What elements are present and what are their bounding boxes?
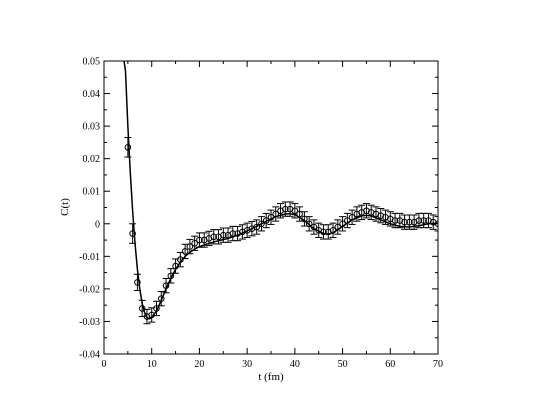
data-point [157,290,165,307]
point-marker [191,240,198,247]
point-marker [272,210,280,218]
y-tick-label: 0.04 [83,89,101,100]
data-point [262,212,270,229]
point-marker [186,243,194,250]
point-marker [148,311,156,319]
data-point [148,307,156,323]
axis-tick-labels: 0 10 20 30 40 50 60 70 -0.04 -0.03 -0.02 -0.01 0 0.01… [79,57,443,371]
point-marker [134,279,141,286]
data-point [129,223,137,244]
point-marker [229,230,237,237]
point-marker [401,218,408,226]
y-axis-label: C(t) [59,198,71,216]
point-marker [420,217,427,224]
x-tick-label: 20 [194,359,204,370]
y-tick-label: 0.01 [83,187,101,198]
data-point [205,230,213,247]
y-tick-label: -0.01 [79,252,100,263]
point-marker [344,217,351,224]
point-marker [391,217,399,224]
data-point [167,268,175,284]
y-tick-label: -0.04 [79,350,100,361]
data-point [257,216,265,232]
point-marker [291,207,299,215]
point-marker [348,213,356,221]
data-point [377,207,385,224]
data-point [124,137,132,158]
data-point [343,212,351,229]
x-axis-label: t (fm) [258,371,284,383]
data-point [152,300,160,317]
data-point [329,222,337,238]
point-marker [320,228,327,236]
point-marker [262,217,270,224]
data-points-layer [124,137,438,325]
point-marker [157,295,165,302]
point-marker [415,217,423,224]
data-point [434,216,438,232]
data-point [315,222,323,238]
point-marker [210,233,218,241]
point-marker [310,223,318,231]
point-marker [162,282,170,289]
point-marker [406,218,413,226]
point-marker [167,272,175,280]
point-marker [219,231,227,239]
point-marker [177,256,184,263]
x-tick-label: 60 [385,359,395,370]
data-point [267,209,275,225]
data-point [272,206,280,222]
data-point [348,209,356,225]
x-tick-label: 30 [242,359,252,370]
point-marker [258,220,265,228]
point-marker [296,210,303,218]
axis-ticks [103,60,439,355]
point-marker [181,248,189,255]
y-tick-label: -0.02 [79,284,100,295]
data-point [181,243,189,260]
y-tick-label: 0.03 [83,122,101,133]
y-tick-label: 0 [95,219,100,230]
point-marker [153,305,160,312]
x-tick-label: 50 [338,359,348,370]
data-point [296,206,304,222]
point-marker [196,236,203,244]
data-point [133,273,141,292]
x-tick-label: 70 [433,359,443,370]
point-marker [334,223,342,231]
point-marker [305,220,313,228]
x-tick-label: 10 [147,359,157,370]
point-marker [253,223,260,231]
point-marker [329,226,337,234]
x-tick-label: 0 [102,359,107,370]
data-point [300,211,308,227]
data-point [305,216,313,232]
y-tick-label: -0.03 [79,317,100,328]
x-tick-label: 40 [290,359,300,370]
point-marker [339,220,346,228]
data-point [405,214,413,230]
point-marker [124,143,132,151]
y-tick-label: 0.05 [83,57,101,68]
point-marker [172,262,179,270]
data-point [334,219,342,235]
data-point [162,277,170,294]
data-point [291,203,299,219]
y-tick-label: 0.02 [83,154,101,165]
point-marker [129,230,136,237]
data-point [310,219,318,235]
data-point [172,258,180,274]
data-point [339,216,347,232]
point-marker [138,305,146,312]
data-point [286,201,294,217]
data-point [253,219,261,235]
data-point [224,227,232,243]
point-marker [301,215,308,223]
data-point [191,235,199,251]
point-marker [282,205,289,213]
point-marker [434,220,438,228]
point-marker [267,213,275,221]
data-point [186,238,194,255]
